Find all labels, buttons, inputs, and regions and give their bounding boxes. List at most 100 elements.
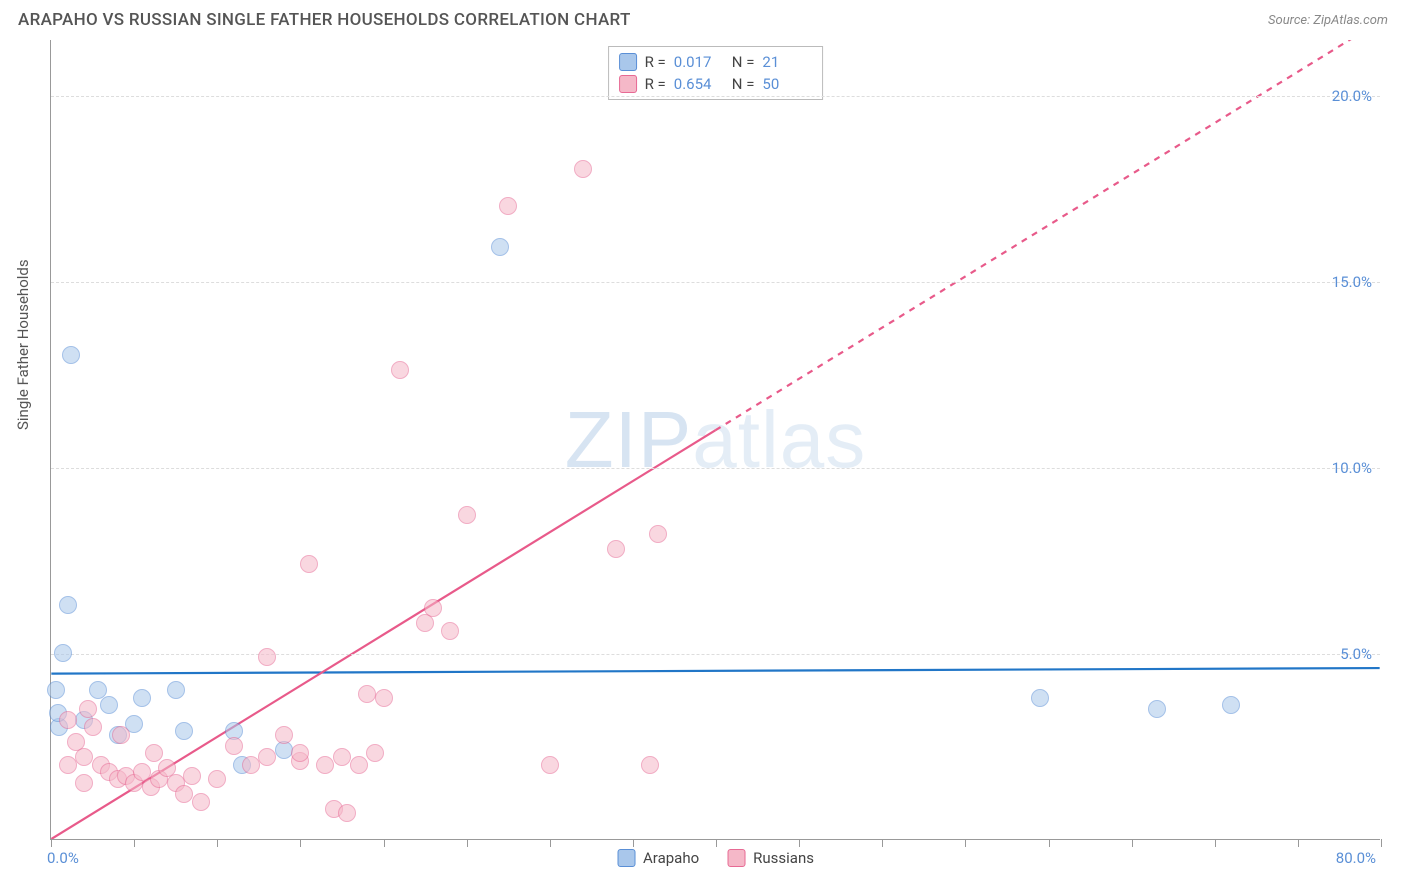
chart-area: ZIPatlas R =0.017N =21R =0.654N =50 0.0%… (50, 40, 1380, 840)
data-point (84, 718, 102, 736)
data-point (75, 748, 93, 766)
x-tick (467, 839, 468, 847)
data-point (441, 622, 459, 640)
n-label: N = (732, 53, 755, 71)
data-point (1031, 689, 1049, 707)
legend-stats: R = 0.017 N = 21 R = 0.654 N = 50 (608, 46, 824, 100)
legend-swatch (617, 849, 635, 867)
data-point (641, 756, 659, 774)
source-label: Source: ZipAtlas.com (1268, 13, 1388, 28)
x-axis-min-label: 0.0% (47, 849, 79, 867)
data-point (258, 748, 276, 766)
data-point (167, 681, 185, 699)
data-point (183, 767, 201, 785)
data-point (338, 804, 356, 822)
data-point (258, 648, 276, 666)
x-tick (1132, 839, 1133, 847)
data-point (275, 726, 293, 744)
data-point (316, 756, 334, 774)
gridline-h (51, 282, 1380, 283)
gridline-h (51, 96, 1380, 97)
data-point (54, 644, 72, 662)
r-label: R = (645, 75, 666, 93)
data-point (375, 689, 393, 707)
data-point (62, 346, 80, 364)
legend-stat-row: R = 0.654 N = 50 (619, 73, 813, 95)
data-point (100, 696, 118, 714)
data-point (358, 685, 376, 703)
x-tick (300, 839, 301, 847)
legend-series-item: Russians (727, 849, 814, 867)
n-value: 21 (762, 53, 812, 71)
y-tick-label: 10.0% (1332, 459, 1372, 477)
watermark-part2: atlas (692, 395, 866, 484)
data-point (574, 160, 592, 178)
data-point (225, 737, 243, 755)
legend-series-label: Arapaho (643, 849, 699, 867)
data-point (541, 756, 559, 774)
x-tick (1049, 839, 1050, 847)
data-point (192, 793, 210, 811)
data-point (291, 744, 309, 762)
x-tick (716, 839, 717, 847)
watermark: ZIPatlas (565, 394, 866, 486)
legend-swatch (619, 75, 637, 93)
data-point (47, 681, 65, 699)
data-point (424, 599, 442, 617)
data-point (59, 711, 77, 729)
data-point (145, 744, 163, 762)
data-point (79, 700, 97, 718)
data-point (59, 756, 77, 774)
legend-swatch (727, 849, 745, 867)
data-point (649, 525, 667, 543)
y-tick-label: 15.0% (1332, 273, 1372, 291)
x-tick (882, 839, 883, 847)
y-axis-title: Single Father Households (14, 259, 32, 430)
legend-series: Arapaho Russians (617, 849, 814, 867)
chart-title: ARAPAHO VS RUSSIAN SINGLE FATHER HOUSEHO… (18, 10, 631, 30)
x-axis-max-label: 80.0% (1336, 849, 1376, 867)
data-point (499, 197, 517, 215)
x-tick (1215, 839, 1216, 847)
data-point (1148, 700, 1166, 718)
x-tick (550, 839, 551, 847)
r-value: 0.017 (674, 53, 724, 71)
gridline-h (51, 654, 1380, 655)
data-point (491, 238, 509, 256)
r-label: R = (645, 53, 666, 71)
plot-area: ZIPatlas R =0.017N =21R =0.654N =50 0.0%… (50, 40, 1380, 840)
data-point (300, 555, 318, 573)
legend-stat-row: R = 0.017 N = 21 (619, 51, 813, 73)
x-tick (134, 839, 135, 847)
data-point (175, 722, 193, 740)
data-point (242, 756, 260, 774)
x-tick (799, 839, 800, 847)
data-point (175, 785, 193, 803)
x-tick (384, 839, 385, 847)
data-point (208, 770, 226, 788)
data-point (133, 689, 151, 707)
legend-series-item: Arapaho (617, 849, 699, 867)
n-value: 50 (762, 75, 812, 93)
data-point (59, 596, 77, 614)
chart-header: ARAPAHO VS RUSSIAN SINGLE FATHER HOUSEHO… (0, 0, 1406, 36)
r-value: 0.654 (674, 75, 724, 93)
x-tick (51, 839, 52, 847)
n-label: N = (732, 75, 755, 93)
x-tick (217, 839, 218, 847)
y-tick-label: 20.0% (1332, 87, 1372, 105)
trend-lines (51, 40, 1380, 839)
x-tick (1381, 839, 1382, 847)
data-point (607, 540, 625, 558)
legend-series-label: Russians (753, 849, 814, 867)
data-point (391, 361, 409, 379)
data-point (333, 748, 351, 766)
x-tick (633, 839, 634, 847)
data-point (89, 681, 107, 699)
legend-swatch (619, 53, 637, 71)
data-point (366, 744, 384, 762)
data-point (350, 756, 368, 774)
y-tick-label: 5.0% (1340, 645, 1372, 663)
data-point (458, 506, 476, 524)
x-tick (1298, 839, 1299, 847)
